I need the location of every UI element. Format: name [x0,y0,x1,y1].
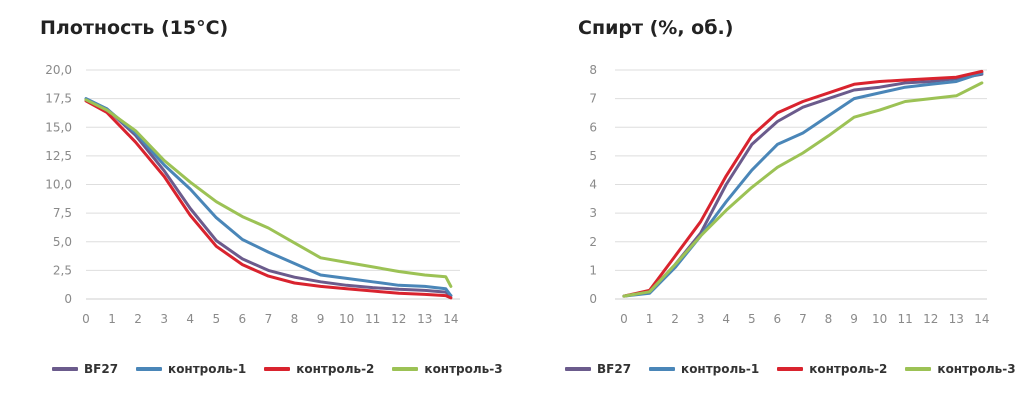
legend-item: контроль-2 [777,362,887,376]
x-tick-label: 1 [646,312,654,326]
y-tick-label: 8 [589,63,597,77]
y-tick-label: 4 [589,178,597,192]
y-tick-label: 0 [589,292,597,306]
legend-label: контроль-1 [168,362,247,376]
legend-swatch [52,367,78,371]
x-tick-label: 7 [265,312,273,326]
chart-legend: BF27 контроль-1 контроль-2 контроль-3 [565,362,1016,376]
x-tick-label: 12 [923,312,938,326]
legend-label: BF27 [597,362,632,376]
x-tick-label: 11 [898,312,913,326]
legend-item: BF27 [565,362,631,376]
legend-swatch [136,367,163,371]
chart-title: Спирт (%, об.) [578,17,734,39]
legend-item: контроль-2 [264,362,374,376]
x-tick-label: 3 [697,312,705,326]
x-tick-label: 11 [365,312,380,326]
x-tick-label: 14 [974,312,989,326]
legend-item: контроль-1 [136,362,246,376]
legend-label: контроль-3 [937,362,1016,376]
y-tick-label: 5,0 [53,235,72,249]
density-plot: 02,55,07,510,012,515,017,520,00 1 2 3 4 5 6 7 8 9… [45,63,460,326]
legend-item: контроль-3 [392,362,503,376]
x-tick-label: 8 [291,312,299,326]
chart-legend: BF27 контроль-1 контроль-2 контроль-3 [52,362,503,376]
x-tick-label: 7 [799,312,807,326]
x-tick-label: 2 [671,312,679,326]
legend-swatch [264,367,291,371]
y-tick-label: 7,5 [53,206,72,220]
x-tick-label: 13 [417,312,432,326]
legend-item: контроль-1 [649,362,759,376]
density-chart-panel: Плотность (15°C) 0 2,5 5,0 7,5 10,0 12,5 15,0 1… [40,17,503,376]
legend-label: контроль-1 [681,362,760,376]
series-line-контроль-2 [622,69,984,298]
alcohol-chart-panel: Спирт (%, об.) 0 1 2 3 4 5 6 7 8 0 1 2 3 4 5 6 7 8 9 10 11 12… [512,0,1024,407]
y-tick-label: 1 [589,263,597,277]
legend-label: контроль-2 [809,362,888,376]
x-tick-label: 14 [443,312,458,326]
legend-item: BF27 [52,362,118,376]
x-tick-label: 10 [339,312,354,326]
x-tick-label: 12 [391,312,406,326]
series-line-BF27 [84,98,453,298]
y-tick-label: 17,5 [45,92,72,106]
legend-swatch [777,367,804,371]
x-tick-label: 6 [774,312,782,326]
x-tick-label: 5 [212,312,220,326]
chart-title: Плотность (15°C) [40,17,229,39]
x-tick-label: 9 [850,312,858,326]
legend-item: контроль-3 [905,362,1016,376]
x-tick-label: 4 [186,312,194,326]
x-tick-label: 9 [317,312,325,326]
x-tick-label: 13 [949,312,964,326]
legend-label: контроль-3 [424,362,503,376]
series-line-контроль-3 [622,81,984,298]
series-line-контроль-1 [84,97,453,298]
x-tick-label: 3 [160,312,168,326]
y-tick-label: 20,0 [45,63,72,77]
y-tick-label: 7 [589,92,597,106]
x-tick-label: 6 [239,312,247,326]
legend-swatch [392,367,419,371]
legend-swatch [565,367,591,371]
series-line-контроль-3 [84,98,453,288]
x-tick-label: 5 [748,312,756,326]
y-tick-label: 0 [64,292,72,306]
y-tick-label: 6 [589,120,597,134]
y-tick-label: 2 [589,235,597,249]
y-tick-label: 10,0 [45,178,72,192]
legend-swatch [649,367,676,371]
legend-label: BF27 [84,362,119,376]
x-tick-label: 1 [108,312,116,326]
x-tick-label: 2 [134,312,142,326]
y-tick-label: 3 [589,206,597,220]
legend-label: контроль-2 [296,362,375,376]
x-tick-label: 0 [620,312,628,326]
y-tick-label: 12,5 [45,149,72,163]
x-tick-label: 8 [825,312,833,326]
x-tick-label: 4 [722,312,730,326]
x-tick-label: 0 [82,312,90,326]
y-tick-label: 5 [589,149,597,163]
y-tick-label: 2,5 [53,263,72,277]
legend-swatch [905,367,932,371]
series-line-контроль-2 [84,99,453,300]
y-tick-label: 15,0 [45,120,72,134]
x-tick-label: 10 [872,312,887,326]
